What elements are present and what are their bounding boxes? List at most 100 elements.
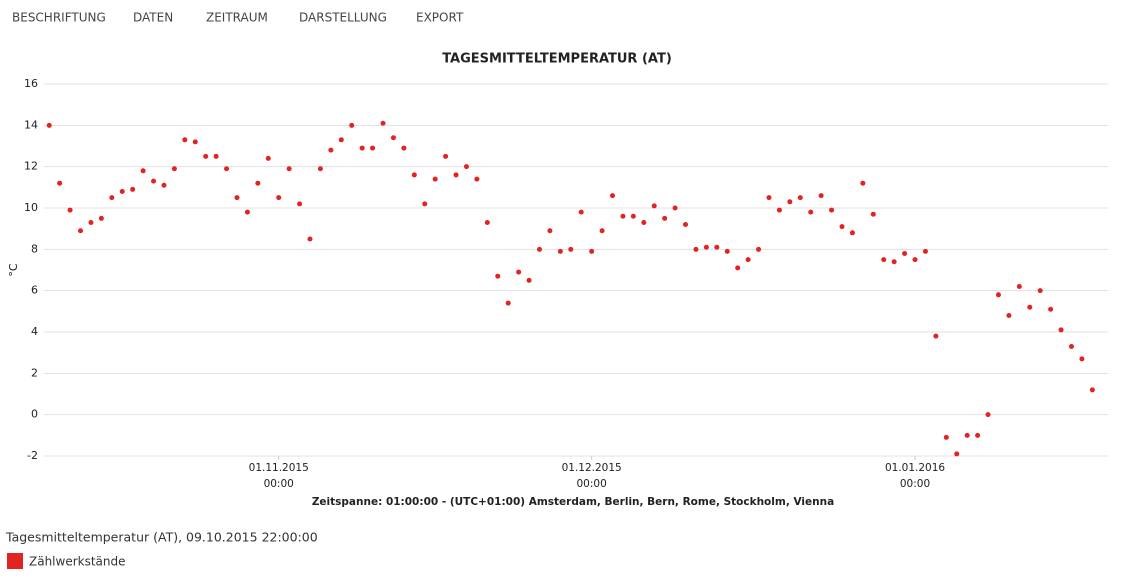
data-point xyxy=(589,248,595,254)
menu-item[interactable]: BESCHRIFTUNG xyxy=(12,11,106,25)
data-point xyxy=(286,166,292,172)
data-point xyxy=(57,180,63,186)
data-point xyxy=(766,195,772,201)
y-tick-label: 12 xyxy=(24,160,38,173)
data-point xyxy=(255,180,261,186)
data-point xyxy=(213,153,219,159)
x-tick-label: 01.11.2015 00:00 xyxy=(249,462,309,490)
y-tick-label: 2 xyxy=(31,366,38,379)
data-point xyxy=(192,139,198,145)
data-point xyxy=(359,145,365,151)
data-point xyxy=(568,246,574,252)
data-point xyxy=(975,432,981,438)
data-point xyxy=(776,207,782,213)
y-tick-label: 14 xyxy=(24,118,38,131)
menu-item[interactable]: ZEITRAUM xyxy=(206,11,268,25)
data-point xyxy=(401,145,407,151)
data-point xyxy=(130,186,136,192)
data-point xyxy=(536,246,542,252)
data-point xyxy=(46,122,52,128)
data-point xyxy=(578,209,584,215)
data-point xyxy=(787,199,793,205)
data-point xyxy=(140,168,146,174)
data-point xyxy=(756,246,762,252)
data-point xyxy=(735,265,741,271)
data-point xyxy=(1016,284,1022,290)
data-point xyxy=(224,166,230,172)
data-point xyxy=(182,137,188,143)
data-point xyxy=(881,257,887,263)
data-point xyxy=(662,215,668,221)
data-point xyxy=(870,211,876,217)
data-point xyxy=(161,182,167,188)
data-point xyxy=(902,250,908,256)
data-point xyxy=(1037,288,1043,294)
data-point xyxy=(443,153,449,159)
data-point xyxy=(995,292,1001,298)
data-point xyxy=(849,230,855,236)
data-point xyxy=(411,172,417,178)
y-axis-label: °C xyxy=(7,263,20,277)
data-point xyxy=(307,236,313,242)
y-tick-label: 0 xyxy=(31,408,38,421)
data-point xyxy=(244,209,250,215)
data-point xyxy=(474,176,480,182)
data-point xyxy=(265,155,271,161)
data-point xyxy=(829,207,835,213)
data-point xyxy=(683,222,689,228)
data-point xyxy=(599,228,605,234)
data-point xyxy=(557,248,563,254)
legend-swatch xyxy=(7,553,23,569)
data-point xyxy=(297,201,303,207)
data-point xyxy=(610,193,616,199)
data-point xyxy=(922,248,928,254)
data-point xyxy=(234,195,240,201)
data-point xyxy=(151,178,157,184)
y-tick-label: 8 xyxy=(31,242,38,255)
data-point xyxy=(630,213,636,219)
data-point xyxy=(1079,356,1085,362)
data-point xyxy=(714,244,720,250)
data-point xyxy=(484,219,490,225)
data-point xyxy=(276,195,282,201)
data-point xyxy=(797,195,803,201)
menu-item[interactable]: EXPORT xyxy=(416,11,464,25)
data-point xyxy=(349,122,355,128)
data-point xyxy=(495,273,501,279)
y-tick-label: 4 xyxy=(31,325,38,338)
data-point xyxy=(119,188,125,194)
data-point xyxy=(703,244,709,250)
data-point xyxy=(1089,387,1095,393)
data-point xyxy=(370,145,376,151)
caption: Tagesmitteltemperatur (AT), 09.10.2015 2… xyxy=(5,530,318,545)
data-point xyxy=(390,135,396,141)
data-point xyxy=(463,164,469,170)
data-point xyxy=(380,120,386,126)
data-point xyxy=(526,277,532,283)
menu-item[interactable]: DARSTELLUNG xyxy=(299,11,387,25)
data-point xyxy=(943,434,949,440)
y-tick-label: 16 xyxy=(24,77,38,90)
data-point xyxy=(88,219,94,225)
y-tick-label: 10 xyxy=(24,201,38,214)
y-tick-label: -2 xyxy=(27,449,38,462)
data-point xyxy=(620,213,626,219)
data-point xyxy=(338,137,344,143)
data-point xyxy=(328,147,334,153)
menu-item[interactable]: DATEN xyxy=(133,11,173,25)
data-point xyxy=(954,451,960,457)
data-point xyxy=(964,432,970,438)
data-point xyxy=(745,257,751,263)
data-point xyxy=(422,201,428,207)
data-point xyxy=(1058,327,1064,333)
data-point xyxy=(547,228,553,234)
x-tick-label: 01.12.2015 00:00 xyxy=(562,462,622,490)
data-point xyxy=(453,172,459,178)
data-point xyxy=(891,259,897,265)
legend-label[interactable]: Zählwerkstände xyxy=(29,555,126,569)
data-point xyxy=(808,209,814,215)
data-point xyxy=(109,195,115,201)
data-point xyxy=(672,205,678,211)
data-point xyxy=(317,166,323,172)
